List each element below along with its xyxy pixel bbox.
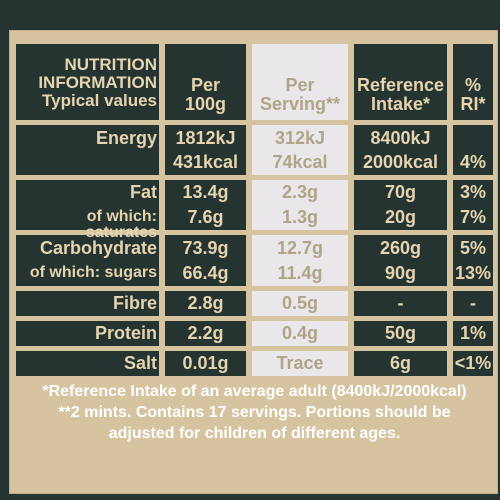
fat-percent-ri: 3% [459, 182, 486, 202]
row-label-carbohydrate: Carbohydrate [39, 238, 157, 258]
footnote-servings: **2 mints. Contains 17 servings. Portion… [58, 404, 451, 421]
protein-reference-intake: 50g [384, 323, 417, 343]
footnote-children: adjusted for children of different ages. [108, 425, 401, 442]
header-line-information: INFORMATION [38, 73, 157, 92]
row-label-fibre: Fibre [112, 293, 157, 313]
row-divider-fibre [16, 316, 493, 321]
saturates-percent-ri: 7% [459, 207, 486, 227]
row-label-saturates: of which: saturates [85, 208, 157, 241]
footnote-reference-intake: *Reference Intake of an average adult (8… [42, 383, 467, 400]
energy-kcal-per-100g: 431kcal [172, 152, 239, 172]
row-label-protein: Protein [94, 323, 157, 343]
header-reference-intake: Reference Intake* [354, 76, 447, 114]
energy-kj-per-100g: 1812kJ [175, 128, 236, 148]
saturates-reference-intake: 20g [384, 207, 417, 227]
row-divider-protein [16, 346, 493, 351]
protein-per-serving: 0.4g [281, 323, 319, 343]
carbohydrate-reference-intake: 260g [379, 238, 422, 258]
energy-kj-reference-intake: 8400kJ [370, 128, 431, 148]
fibre-reference-intake: - [397, 293, 404, 313]
energy-kcal-percent-ri: 4% [459, 152, 486, 172]
protein-per-100g: 2.2g [187, 323, 224, 343]
col-divider-2 [246, 44, 252, 376]
fat-per-serving: 2.3g [281, 182, 319, 202]
sugars-percent-ri: 13% [454, 263, 492, 283]
fibre-per-100g: 2.8g [187, 293, 224, 313]
header-per-100g-line2: 100g [184, 94, 227, 114]
row-divider-fat [16, 230, 493, 235]
protein-percent-ri: 1% [459, 323, 486, 343]
header-per-serving-line1: Per [285, 75, 315, 95]
header-per-100g-line1: Per [190, 75, 221, 95]
energy-kcal-per-serving: 74kcal [272, 152, 328, 172]
col-divider-3 [348, 44, 354, 376]
row-label-energy: Energy [95, 128, 157, 148]
energy-kj-per-serving: 312kJ [274, 128, 326, 148]
saturates-per-100g: 7.6g [187, 207, 224, 227]
fibre-percent-ri: - [470, 293, 476, 313]
row-divider-carbohydrate [16, 286, 493, 291]
col-divider-4 [447, 44, 453, 376]
sugars-per-100g: 66.4g [182, 263, 229, 283]
salt-per-100g: 0.01g [182, 353, 229, 373]
salt-per-serving: Trace [276, 353, 324, 373]
fat-per-100g: 13.4g [182, 182, 229, 202]
energy-kcal-reference-intake: 2000kcal [362, 152, 439, 172]
carbohydrate-per-100g: 73.9g [182, 238, 229, 258]
sugars-per-serving: 11.4g [277, 263, 323, 283]
footnotes: *Reference Intake of an average adult (8… [16, 381, 493, 444]
header-per-serving-line2: Serving** [259, 94, 341, 114]
sugars-reference-intake: 90g [384, 263, 417, 283]
header-nutrition-information: NUTRITION INFORMATION Typical values [20, 56, 157, 110]
carbohydrate-per-serving: 12.7g [276, 238, 324, 258]
row-label-sugars: of which: sugars [29, 264, 157, 281]
col-divider-1 [159, 44, 165, 376]
header-line-nutrition: NUTRITION [64, 55, 157, 74]
carbohydrate-percent-ri: 5% [459, 238, 486, 258]
header-reference-intake-line2: Intake* [370, 94, 431, 114]
saturates-per-serving: 1.3g [281, 207, 319, 227]
row-label-fat: Fat [130, 182, 157, 202]
salt-percent-ri: <1% [454, 353, 492, 373]
row-label-salt: Salt [123, 353, 157, 373]
header-reference-intake-line1: Reference [356, 75, 445, 95]
header-line-typical-values: Typical values [42, 91, 157, 110]
row-divider-header [16, 120, 493, 125]
header-percent-ri-line1: % [464, 75, 481, 95]
header-per-serving: Per Serving** [252, 76, 348, 114]
header-percent-ri-line2: RI* [460, 94, 486, 114]
fibre-per-serving: 0.5g [281, 293, 319, 313]
row-divider-energy [16, 175, 493, 180]
salt-reference-intake: 6g [389, 353, 411, 373]
fat-reference-intake: 70g [384, 182, 417, 202]
header-percent-ri: % RI* [453, 76, 493, 114]
header-per-100g: Per 100g [165, 76, 246, 114]
